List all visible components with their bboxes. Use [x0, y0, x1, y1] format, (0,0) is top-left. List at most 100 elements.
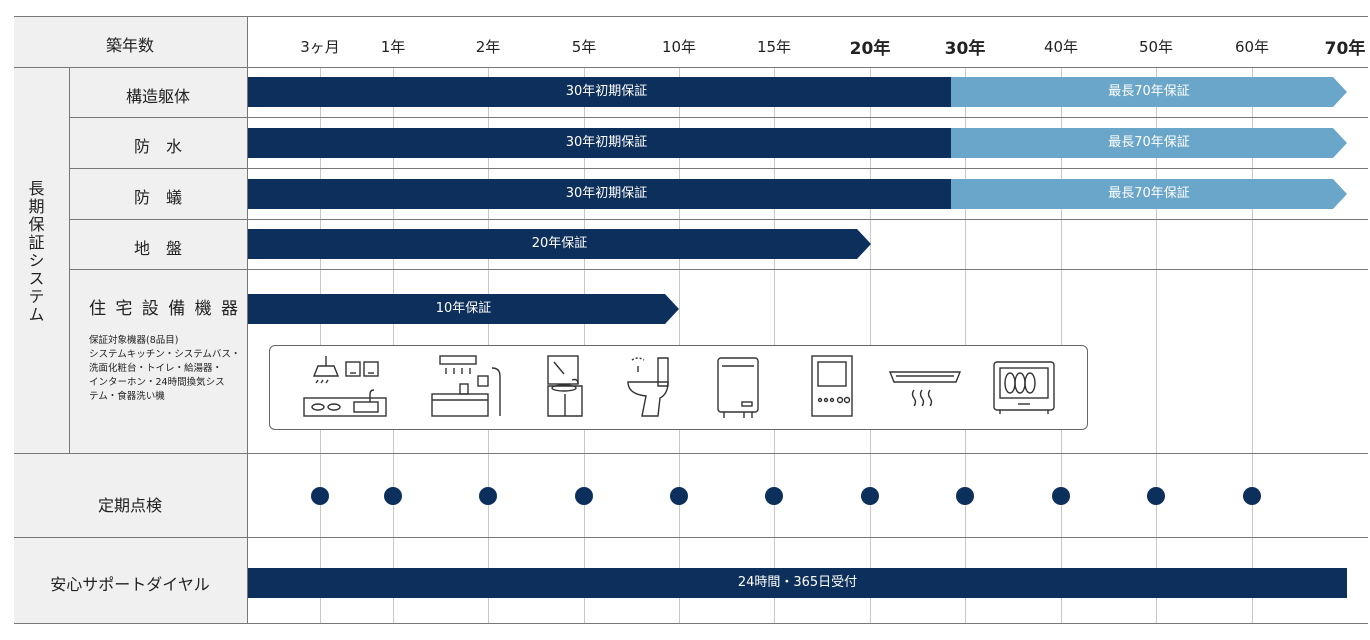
rule-row-6	[14, 537, 1368, 538]
year-tick-label: 3ヶ月	[300, 38, 340, 56]
row-label-equipment: 住 宅 設 備 機 器	[89, 299, 241, 319]
year-tick-label: 60年	[1234, 38, 1270, 56]
warranty-bar-ground-0-fill	[248, 229, 871, 259]
warranty-bar-equipment-0-fill	[248, 294, 679, 324]
header-label: 築年数	[105, 36, 155, 55]
appliance-panel	[269, 345, 1088, 430]
warranty-bar-waterproof-1-fill	[951, 128, 1347, 158]
row-label-structure: 構造躯体	[125, 87, 191, 106]
rule-row-1	[69, 117, 1368, 118]
warranty-bar-structure-0-shape	[248, 77, 965, 107]
year-tick-label: 50年	[1138, 38, 1174, 56]
warranty-bar-termite-0-shape	[248, 179, 965, 209]
row-label-support-bg	[14, 537, 247, 623]
support-dial-bar: 24時間・365日受付	[248, 568, 1347, 598]
warranty-bar-termite-1-fill	[951, 179, 1347, 209]
year-tick-label: 2年	[475, 38, 501, 56]
warranty-bar-ground-0-shape	[248, 229, 871, 259]
ventilation-fan-icon	[888, 371, 962, 407]
warranty-bar-termite-1: 最長70年保証	[951, 179, 1347, 209]
warranty-bar-ground-0: 20年保証	[248, 229, 871, 259]
support-dial-bar-fill	[248, 568, 1347, 598]
inspection-dot	[1147, 487, 1165, 505]
equipment-note-line: テム・食器洗い機	[89, 391, 165, 402]
warranty-bar-termite-0-fill	[248, 179, 965, 209]
rule-label-divider	[247, 16, 248, 623]
year-tick-label: 15年	[756, 38, 792, 56]
bar-label: 30年初期保証	[565, 186, 648, 201]
warranty-bar-equipment-0-shape	[248, 294, 679, 324]
row-label-termite: 防 蟻	[133, 188, 183, 207]
grid-line	[1156, 67, 1157, 623]
bar-label: 最長70年保証	[1108, 84, 1190, 99]
warranty-bar-structure-0-fill	[248, 77, 965, 107]
inspection-dot	[956, 487, 974, 505]
inspection-dot	[384, 487, 402, 505]
warranty-bar-structure-1-fill	[951, 77, 1347, 107]
equipment-note-line: インターホン・24時間換気シス	[89, 377, 225, 388]
inspection-dot	[311, 487, 329, 505]
inspection-dot	[479, 487, 497, 505]
intercom-icon	[811, 355, 853, 417]
bar-label: 10年保証	[435, 301, 492, 316]
warranty-bar-structure-0: 30年初期保証	[248, 77, 965, 107]
rule-row-2	[69, 168, 1368, 169]
inspection-dot	[575, 487, 593, 505]
equipment-note-line: 洗面化粧台・トイレ・給湯器・	[89, 363, 223, 374]
warranty-bar-structure-1-shape	[951, 77, 1347, 107]
inspection-dot	[1052, 487, 1070, 505]
rule-group-divider	[69, 67, 70, 453]
year-tick-label: 5年	[571, 38, 597, 56]
group-label: 長期保証システム	[22, 180, 48, 329]
kitchen-icon	[303, 356, 387, 417]
year-tick-label: 30年	[944, 39, 986, 59]
warranty-bar-waterproof-0-fill	[248, 128, 965, 158]
year-tick-label: 1年	[380, 38, 406, 56]
warranty-bar-equipment-0: 10年保証	[248, 294, 679, 324]
toilet-icon	[627, 357, 669, 417]
grid-line	[1252, 67, 1253, 623]
row-label-inspection-bg	[14, 453, 247, 537]
dishwasher-icon	[993, 361, 1055, 414]
rule-row-5	[14, 453, 1368, 454]
warranty-bar-waterproof-1-shape	[951, 128, 1347, 158]
year-tick-label: 70年	[1324, 39, 1366, 59]
support-dial-bar-shape	[248, 568, 1347, 598]
bar-label: 30年初期保証	[565, 84, 648, 99]
row-label-ground: 地 盤	[133, 239, 183, 258]
year-tick-label: 20年	[849, 39, 891, 59]
inspection-dot	[670, 487, 688, 505]
row-label-inspection: 定期点検	[97, 496, 163, 515]
row-label-waterproof: 防 水	[133, 137, 183, 156]
warranty-bar-termite-0: 30年初期保証	[248, 179, 965, 209]
rule-row-3	[69, 219, 1368, 220]
bar-label: 20年保証	[531, 236, 588, 251]
warranty-bar-structure-1: 最長70年保証	[951, 77, 1347, 107]
group-label-cell	[14, 67, 69, 453]
warranty-bar-waterproof-0: 30年初期保証	[248, 128, 965, 158]
warranty-bar-waterproof-1: 最長70年保証	[951, 128, 1347, 158]
header-cell	[14, 16, 247, 67]
rule-header-bottom	[14, 67, 1368, 68]
bar-label: 30年初期保証	[565, 135, 648, 150]
equipment-note-line: システムキッチン・システムバス・	[89, 349, 241, 360]
warranty-bar-termite-1-shape	[951, 179, 1347, 209]
bar-label: 最長70年保証	[1108, 186, 1190, 201]
rule-top	[14, 16, 1368, 17]
year-tick-label: 10年	[661, 38, 697, 56]
bar-label: 24時間・365日受付	[737, 575, 858, 590]
group-label-text: 長期保証システム	[25, 180, 45, 324]
inspection-dot	[1243, 487, 1261, 505]
inspection-dot	[765, 487, 783, 505]
rule-bottom	[14, 623, 1368, 624]
equipment-note-line: 保証対象機器(8品目)	[89, 335, 179, 346]
bathtub-icon	[431, 355, 501, 417]
warranty-bar-waterproof-0-shape	[248, 128, 965, 158]
year-tick-label: 40年	[1043, 38, 1079, 56]
row-label-structure-bg	[69, 67, 247, 453]
inspection-dot	[861, 487, 879, 505]
row-label-support: 安心サポートダイヤル	[50, 575, 210, 594]
rule-row-4	[69, 269, 1368, 270]
equipment-note: 保証対象機器(8品目) システムキッチン・システムバス・ 洗面化粧台・トイレ・給…	[89, 334, 240, 404]
